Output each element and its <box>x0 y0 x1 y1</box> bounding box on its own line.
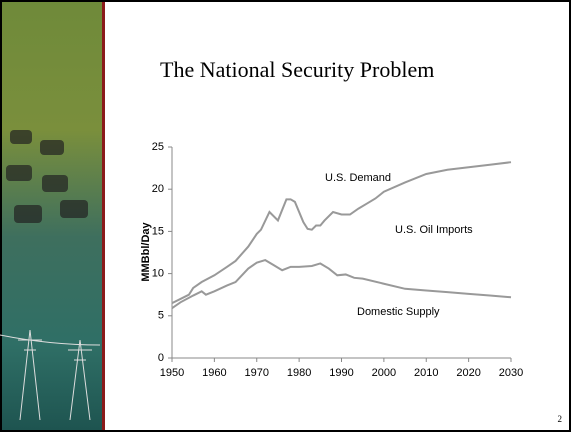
divider <box>102 2 105 430</box>
y-tick-label: 20 <box>152 183 164 195</box>
x-tick-label: 1950 <box>160 367 184 379</box>
series-line <box>171 161 512 305</box>
side-image-pylons <box>0 329 101 421</box>
y-tick-label: 5 <box>158 310 164 322</box>
x-tick-label: 2020 <box>456 367 480 379</box>
annotation: U.S. Oil Imports <box>395 224 473 236</box>
x-tick-label: 1960 <box>202 367 226 379</box>
y-tick-label: 10 <box>152 268 164 280</box>
y-axis-label: MMBbl/Day <box>140 221 152 281</box>
x-tick-label: 2010 <box>414 367 438 379</box>
series-label: Domestic Supply <box>357 306 440 318</box>
y-tick-label: 25 <box>152 141 164 153</box>
y-tick-label: 0 <box>158 352 164 364</box>
x-tick-label: 1980 <box>287 367 311 379</box>
x-tick-label: 1990 <box>329 367 353 379</box>
y-tick-label: 15 <box>152 225 164 237</box>
page-number: 2 <box>558 414 563 424</box>
slide-title: The National Security Problem <box>160 57 434 82</box>
x-tick-label: 2030 <box>499 367 523 379</box>
series-line <box>171 259 512 310</box>
series-label: U.S. Demand <box>325 172 391 184</box>
x-tick-label: 2000 <box>372 367 396 379</box>
side-image-cars <box>6 130 88 223</box>
x-tick-label: 1970 <box>245 367 269 379</box>
